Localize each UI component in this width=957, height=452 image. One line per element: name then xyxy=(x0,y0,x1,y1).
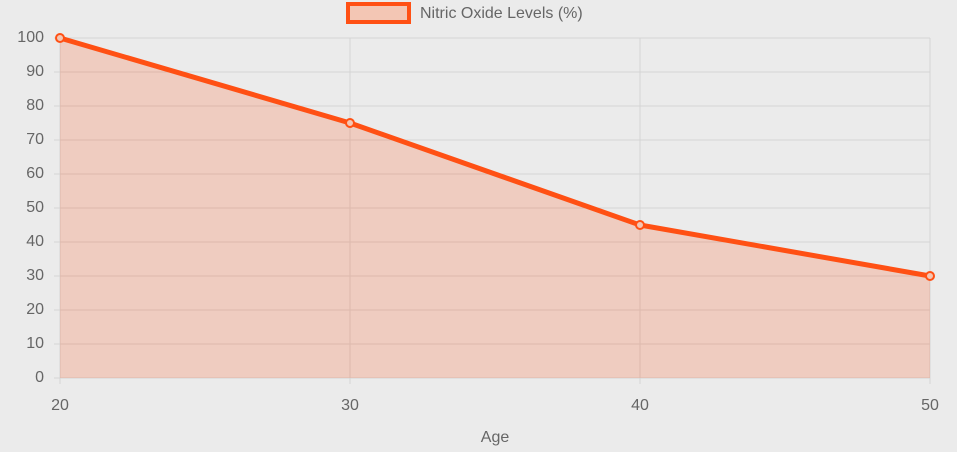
y-tick-label: 80 xyxy=(26,97,44,114)
x-tick-label: 30 xyxy=(341,397,359,414)
y-tick-label: 50 xyxy=(26,199,44,216)
legend-swatch xyxy=(346,2,411,24)
point xyxy=(635,220,645,230)
x-tick-label: 50 xyxy=(921,397,939,414)
y-tick-label: 30 xyxy=(26,267,44,284)
y-tick-label: 40 xyxy=(26,233,44,250)
y-tick-label: 20 xyxy=(26,301,44,318)
y-tick-label: 100 xyxy=(17,29,44,46)
legend-label: Nitric Oxide Levels (%) xyxy=(420,5,583,22)
y-tick-label: 60 xyxy=(26,165,44,182)
point xyxy=(345,118,355,128)
line xyxy=(59,35,931,279)
x-tick-label: 40 xyxy=(631,397,649,414)
area xyxy=(60,38,930,378)
x-axis-label: Age xyxy=(481,429,510,446)
y-tick-label: 70 xyxy=(26,131,44,148)
point xyxy=(925,271,935,281)
point xyxy=(55,33,65,43)
y-tick-label: 10 xyxy=(26,335,44,352)
y-tick-label: 90 xyxy=(26,63,44,80)
y-tick-label: 0 xyxy=(35,369,44,386)
x-tick-label: 20 xyxy=(51,397,69,414)
